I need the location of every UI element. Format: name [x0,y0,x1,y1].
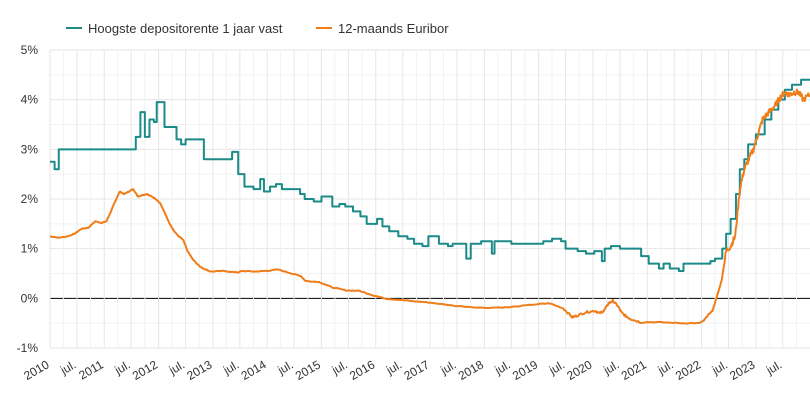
x-tick-label: 2021 [619,357,649,383]
x-tick-label: 2016 [347,357,377,383]
y-tick-label: 3% [21,142,39,156]
x-tick-label: jul. [383,357,404,377]
x-axis: 2010 jul.2011 jul.2012 jul.2013 jul.2014 jul.… [21,357,784,383]
grid [49,49,810,349]
x-tick-label: jul. [57,357,78,377]
x-tick-label: jul. [329,357,350,377]
x-tick-label: 2017 [402,357,432,383]
x-tick-label: jul. [600,357,621,377]
y-tick-label: -1% [17,341,39,355]
x-tick-label: jul. [546,357,567,377]
x-tick-label: jul. [274,357,295,377]
x-tick-label: jul. [437,357,458,377]
y-tick-label: 2% [21,192,39,206]
legend-label-series-0: Hoogste depositorente 1 jaar vast [88,21,283,36]
x-tick-label: 2010 [21,357,51,383]
series-lines [49,78,810,325]
series-line-1 [49,88,810,325]
x-tick-label: 2013 [184,357,214,383]
x-tick-label: jul. [655,357,676,377]
y-tick-label: 4% [21,93,39,107]
x-tick-label: jul. [709,357,730,377]
y-tick-label: 1% [21,242,39,256]
y-axis: 5% 4% 3% 2% 1% 0% -1% [17,43,39,355]
legend-item-series-1[interactable]: 12-maands Euribor [316,21,449,36]
x-tick-label: jul. [220,357,241,377]
legend-item-series-0[interactable]: Hoogste depositorente 1 jaar vast [66,21,283,36]
x-tick-label: 2014 [239,357,269,383]
x-tick-label: 2019 [510,357,540,383]
x-tick-label: jul. [112,357,133,377]
y-tick-label: 0% [21,291,39,305]
x-tick-label: 2015 [293,357,323,383]
x-tick-label: 2012 [130,357,160,383]
x-tick-label: 2023 [727,357,757,383]
x-tick-label: 2018 [456,357,486,383]
x-tick-label: 2011 [76,357,106,382]
x-tick-label: jul. [492,357,513,377]
y-tick-label: 5% [21,43,39,57]
x-tick-label: 2020 [564,357,594,383]
x-tick-label: jul. [763,357,784,377]
x-tick-label: 2022 [673,357,703,383]
series-line-0 [50,78,810,273]
x-tick-label: jul. [166,357,187,377]
legend-label-series-1: 12-maands Euribor [338,21,449,36]
legend: Hoogste depositorente 1 jaar vast 12-maa… [66,21,449,36]
